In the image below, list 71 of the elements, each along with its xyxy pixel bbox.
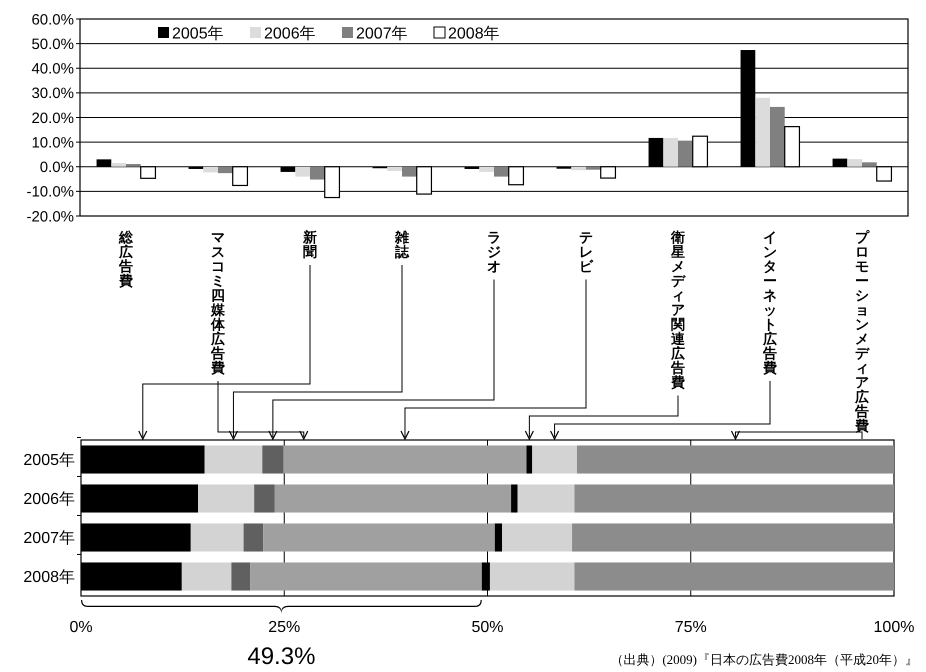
- y-tick-label: -20.0%: [26, 208, 74, 226]
- legend-label: 2008年: [448, 26, 500, 43]
- bar: [190, 523, 244, 552]
- y-tick-label: 30.0%: [31, 85, 74, 102]
- bar: [494, 523, 502, 552]
- bar: [518, 484, 574, 513]
- x-tick-label: 100%: [874, 619, 914, 636]
- bar: [574, 484, 894, 513]
- x-tick-label: テレビ: [579, 229, 594, 274]
- x-tick-label: 50%: [471, 619, 504, 636]
- bar: [770, 106, 785, 167]
- x-tick-label: 25%: [268, 619, 300, 636]
- category-label: インターネット広告費: [763, 229, 777, 376]
- bar: [262, 445, 284, 474]
- bar: [511, 484, 518, 513]
- x-tick-label: 雑誌: [394, 229, 410, 260]
- y-tick-label: 2005年: [23, 452, 75, 470]
- bar: [244, 523, 264, 552]
- bar: [574, 562, 894, 591]
- bar: [126, 164, 141, 167]
- y-tick-label: 60.0%: [31, 11, 74, 28]
- bar: [755, 98, 770, 167]
- bar: [283, 445, 527, 474]
- bar: [387, 166, 402, 171]
- text: 49.3%: [247, 643, 316, 670]
- bar: [402, 166, 417, 177]
- y-tick-label: 2007年: [23, 530, 75, 548]
- y-tick-label: 2008年: [23, 569, 75, 586]
- bar: [532, 445, 577, 474]
- category-label: プロモーションメディア広告費: [855, 229, 869, 434]
- y-tick-label: 10.0%: [31, 134, 74, 152]
- x-tick-label: 0%: [69, 619, 93, 636]
- category-label: マスコミ四媒体広告費: [211, 229, 225, 376]
- bar: [678, 140, 693, 167]
- y-tick-label: 0.0%: [40, 159, 74, 176]
- x-tick-label: 新聞: [302, 229, 317, 260]
- bar: [182, 562, 232, 591]
- y-tick-label: -10.0%: [26, 184, 74, 201]
- bar: [250, 562, 482, 591]
- bar: [310, 166, 325, 180]
- bar: [479, 166, 494, 172]
- legend-label: 2007年: [356, 26, 408, 43]
- bar: [526, 445, 532, 474]
- text: （出典）(2009)『日本の広告費2008年（平成20年）』: [610, 652, 918, 667]
- bar: [254, 484, 274, 513]
- legend-label: 2006年: [264, 26, 316, 43]
- bar: [111, 163, 126, 167]
- bar: [274, 484, 512, 513]
- bar: [490, 562, 574, 591]
- bar: [502, 523, 572, 552]
- bar: [198, 484, 254, 513]
- x-tick-label: 75%: [674, 619, 707, 636]
- category-label: 衛星メディア関連広告費: [671, 229, 685, 390]
- bar: [295, 166, 310, 177]
- bar: [204, 445, 262, 474]
- bar: [862, 162, 877, 167]
- y-tick-label: 2006年: [23, 491, 75, 508]
- bar: [231, 562, 250, 591]
- bar: [847, 159, 862, 167]
- y-tick-label: 40.0%: [31, 60, 74, 78]
- bar: [572, 523, 894, 552]
- bar: [663, 138, 678, 167]
- bar: [494, 166, 509, 177]
- bar: [263, 523, 495, 552]
- y-tick-label: 50.0%: [31, 36, 74, 53]
- legend-label: 2005年: [172, 26, 224, 43]
- x-tick-label: 総広告費: [118, 229, 134, 288]
- x-tick-label: ラジオ: [487, 229, 501, 274]
- bar: [576, 445, 894, 474]
- bar: [203, 166, 218, 172]
- y-tick-label: 20.0%: [31, 110, 74, 127]
